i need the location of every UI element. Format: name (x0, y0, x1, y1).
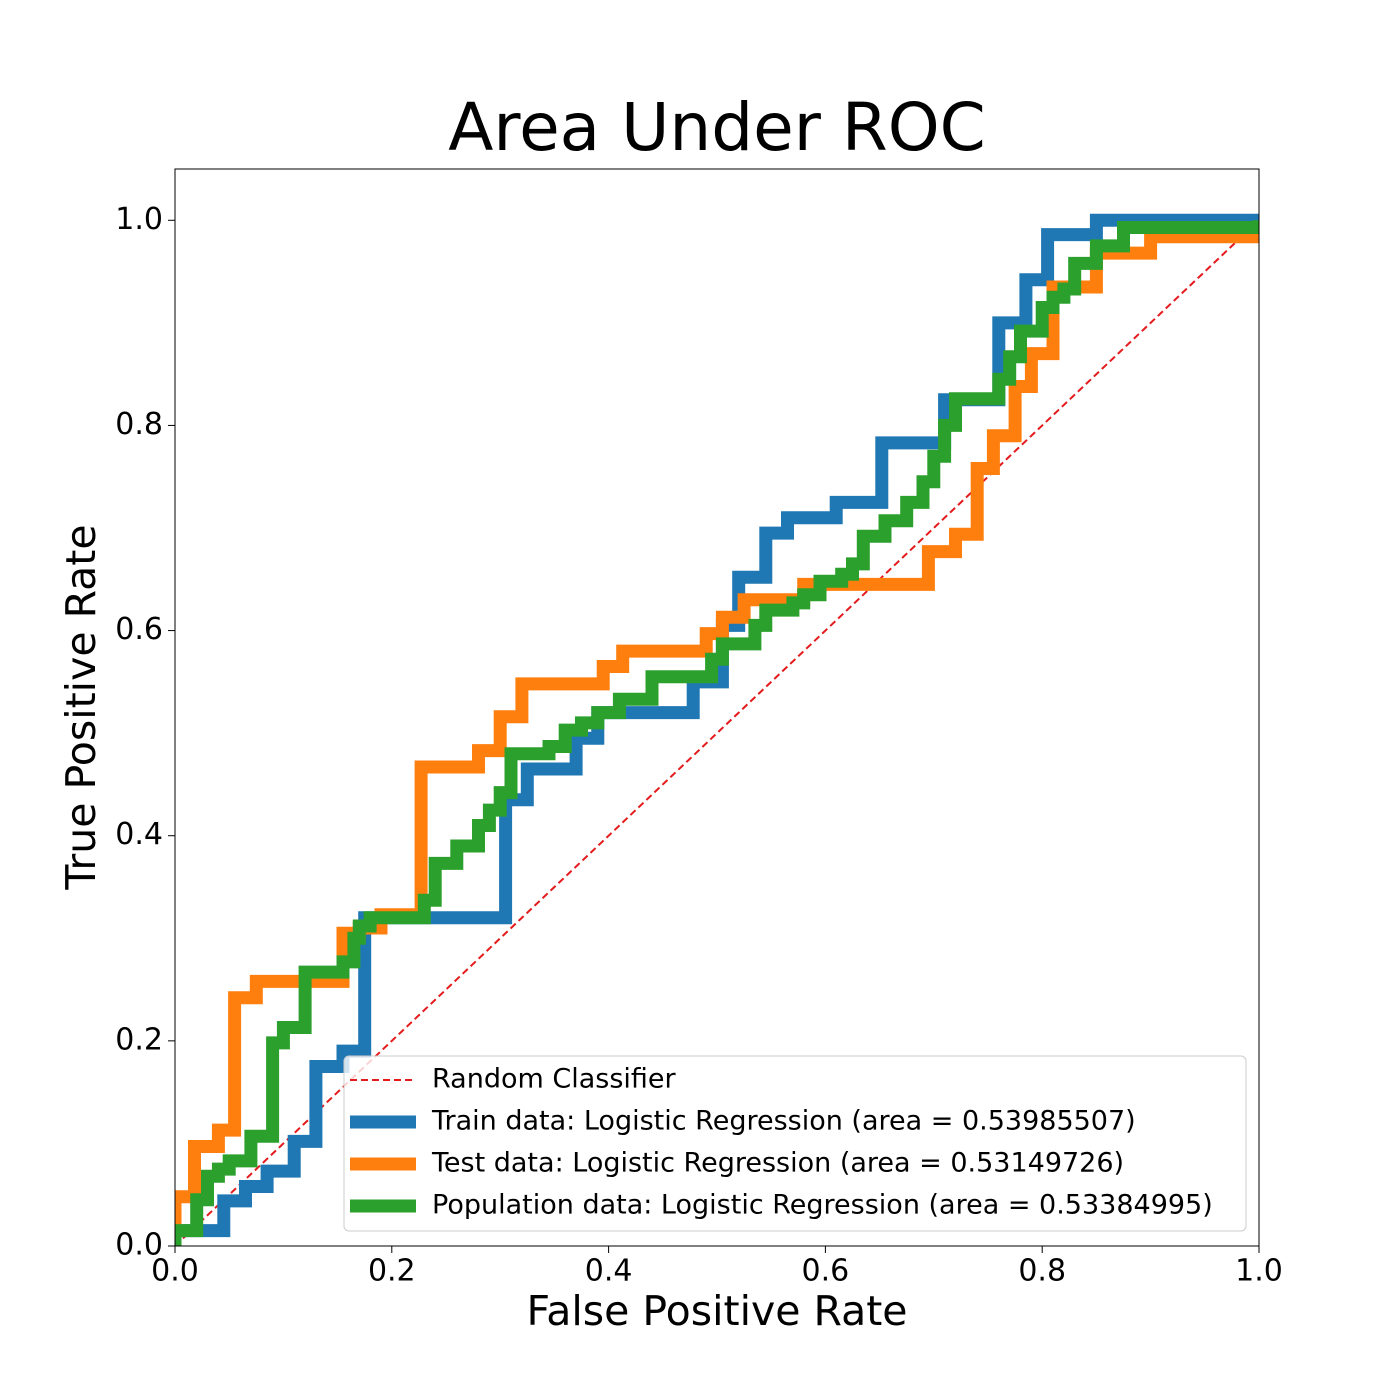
y-tick-label: 0.0 (115, 1228, 163, 1263)
y-tick-label: 0.6 (115, 612, 163, 647)
y-axis-label: True Positive Rate (57, 524, 105, 890)
x-tick-label: 1.0 (1235, 1254, 1283, 1289)
y-tick-label: 1.0 (115, 202, 163, 237)
legend-label: Test data: Logistic Regression (area = 0… (431, 1148, 1124, 1179)
plot-frame (174, 168, 1260, 1247)
y-tick-label: 0.4 (115, 817, 163, 852)
legend-label: Population data: Logistic Regression (ar… (432, 1190, 1213, 1221)
x-tick-label: 0.8 (1018, 1254, 1066, 1289)
y-tick-label: 0.8 (115, 407, 163, 442)
roc-line (175, 230, 1259, 1246)
roc-line (175, 220, 1259, 1246)
y-tick-label: 0.2 (115, 1022, 163, 1057)
x-tick-label: 0.6 (802, 1254, 850, 1289)
legend-box (343, 1055, 1247, 1232)
x-tick-label: 0.0 (151, 1254, 199, 1289)
x-axis-label: False Positive Rate (526, 1287, 907, 1335)
chart-title: Area Under ROC (448, 89, 986, 166)
x-tick-label: 0.4 (585, 1254, 633, 1289)
x-tick-label: 0.2 (368, 1254, 416, 1289)
legend-label: Random Classifier (432, 1064, 677, 1095)
plot-lines (175, 213, 1259, 1246)
legend-label: Train data: Logistic Regression (area = … (431, 1106, 1136, 1137)
